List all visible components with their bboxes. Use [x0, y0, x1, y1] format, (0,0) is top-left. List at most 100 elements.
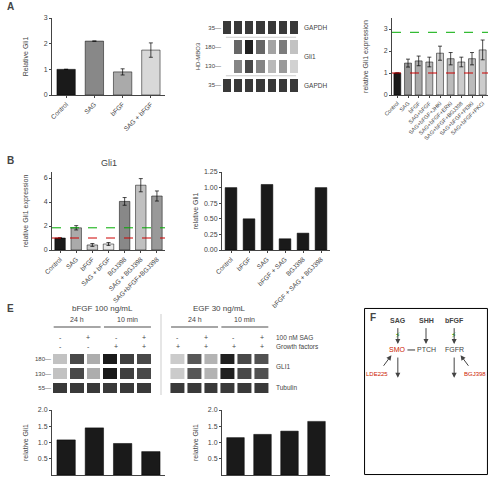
- svg-text:+: +: [232, 343, 236, 350]
- svg-text:+: +: [114, 343, 118, 350]
- svg-text:Control: Control: [383, 100, 400, 117]
- svg-text:0: 0: [44, 246, 48, 253]
- svg-text:0.75: 0.75: [204, 200, 218, 207]
- svg-text:bFGF 100 ng/mL: bFGF 100 ng/mL: [72, 304, 133, 313]
- svg-text:EGF 30 ng/mL: EGF 30 ng/mL: [193, 304, 246, 313]
- svg-text:+: +: [204, 334, 208, 341]
- svg-text:FGFR: FGFR: [445, 346, 464, 353]
- svg-text:130—: 130—: [35, 371, 51, 377]
- svg-text:bFGF: bFGF: [407, 100, 422, 115]
- svg-text:SAG+bFGF: SAG+bFGF: [407, 100, 432, 125]
- svg-text:relative Gli1: relative Gli1: [192, 192, 199, 229]
- svg-text:⚡: ⚡: [451, 331, 457, 340]
- svg-text:+: +: [86, 334, 90, 341]
- svg-text:B: B: [7, 155, 14, 166]
- svg-text:1.25: 1.25: [204, 168, 218, 175]
- svg-text:+: +: [260, 334, 264, 341]
- svg-text:SAG+bFGF+BGJ398: SAG+bFGF+BGJ398: [112, 255, 161, 304]
- svg-text:Control: Control: [43, 255, 63, 275]
- svg-text:bFGF: bFGF: [445, 317, 464, 324]
- svg-text:35—: 35—: [208, 25, 221, 31]
- svg-text:Control: Control: [49, 100, 69, 120]
- svg-text:PTCH: PTCH: [417, 346, 436, 353]
- svg-text:4: 4: [44, 198, 48, 205]
- svg-text:6: 6: [44, 174, 48, 181]
- svg-text:SAG: SAG: [390, 317, 406, 324]
- svg-text:SAG + BGJ398: SAG + BGJ398: [107, 255, 144, 292]
- svg-text:SAG+bFGF+JHKi: SAG+bFGF+JHKi: [407, 100, 442, 135]
- svg-text:A: A: [7, 1, 14, 12]
- svg-text:LDE225: LDE225: [366, 371, 388, 377]
- svg-text:+: +: [142, 343, 146, 350]
- svg-text:-: -: [59, 334, 62, 341]
- svg-text:bFGF: bFGF: [109, 101, 126, 118]
- svg-text:100 nM SAG: 100 nM SAG: [276, 334, 313, 341]
- svg-text:3: 3: [384, 25, 388, 32]
- svg-text:10 min: 10 min: [117, 316, 138, 323]
- svg-text:+: +: [176, 343, 180, 350]
- svg-text:1: 1: [384, 69, 388, 76]
- svg-text:Control: Control: [214, 255, 234, 275]
- svg-text:2.0: 2.0: [38, 406, 48, 413]
- svg-text:+: +: [204, 343, 208, 350]
- svg-text:SAG + bFGF: SAG + bFGF: [122, 101, 154, 133]
- svg-text:F: F: [370, 312, 376, 323]
- svg-text:BGJ398: BGJ398: [464, 371, 486, 377]
- svg-text:3: 3: [44, 14, 48, 21]
- svg-text:1.00: 1.00: [204, 184, 218, 191]
- svg-text:⚡: ⚡: [395, 331, 401, 340]
- svg-text:Tubulin: Tubulin: [276, 384, 297, 391]
- svg-text:180—: 180—: [35, 356, 51, 362]
- svg-text:0.5: 0.5: [208, 455, 218, 462]
- svg-text:Gli1: Gli1: [101, 158, 117, 168]
- svg-text:-: -: [115, 334, 118, 341]
- svg-text:+: +: [142, 334, 146, 341]
- svg-text:bFGF + SAG: bFGF + SAG: [256, 256, 288, 288]
- svg-text:2.0: 2.0: [208, 406, 218, 413]
- svg-text:SAG+bFGF+PI3Ki: SAG+bFGF+PI3Ki: [438, 100, 474, 136]
- svg-text:Gli1: Gli1: [304, 53, 316, 60]
- svg-text:SAG: SAG: [83, 101, 98, 116]
- svg-text:0: 0: [384, 91, 388, 98]
- svg-text:1.5: 1.5: [208, 423, 218, 430]
- svg-text:-: -: [232, 334, 235, 341]
- svg-text:HD-MBO3: HD-MBO3: [195, 42, 201, 70]
- svg-text:24 h: 24 h: [70, 316, 84, 323]
- svg-text:SAG: SAG: [65, 256, 80, 271]
- svg-text:130—: 130—: [205, 63, 221, 69]
- svg-text:relative Gli1 expression: relative Gli1 expression: [362, 20, 370, 93]
- svg-text:SAG+bFGF+BGJ398: SAG+bFGF+BGJ398: [423, 100, 464, 141]
- svg-text:E: E: [7, 303, 14, 314]
- svg-text:SMO: SMO: [389, 346, 406, 353]
- svg-text:-: -: [59, 343, 62, 350]
- svg-text:SAG+bFGF+PKCi: SAG+bFGF+PKCi: [450, 100, 486, 136]
- svg-text:10 min: 10 min: [234, 316, 255, 323]
- svg-text:relative Gli1 expression: relative Gli1 expression: [22, 175, 30, 248]
- svg-text:bFGF: bFGF: [235, 256, 252, 273]
- svg-text:2: 2: [384, 47, 388, 54]
- svg-text:55—: 55—: [38, 385, 51, 391]
- svg-text:GAPDH: GAPDH: [304, 24, 327, 31]
- svg-text:BGJ398: BGJ398: [106, 255, 128, 277]
- svg-text:-: -: [176, 334, 179, 341]
- svg-text:SHH: SHH: [419, 317, 434, 324]
- svg-text:1.5: 1.5: [38, 423, 48, 430]
- svg-text:relative Gli1: relative Gli1: [192, 424, 199, 461]
- svg-text:+: +: [260, 343, 264, 350]
- svg-text:180—: 180—: [205, 44, 221, 50]
- svg-text:SAG: SAG: [255, 256, 270, 271]
- svg-text:0.50: 0.50: [204, 215, 218, 222]
- svg-text:GAPDH: GAPDH: [304, 82, 327, 89]
- svg-text:1.0: 1.0: [38, 439, 48, 446]
- svg-text:1: 1: [44, 66, 48, 73]
- svg-text:0.25: 0.25: [204, 231, 218, 238]
- svg-text:bFGF: bFGF: [79, 256, 96, 273]
- svg-text:2: 2: [44, 40, 48, 47]
- svg-text:2: 2: [44, 222, 48, 229]
- svg-text:-: -: [87, 343, 90, 350]
- svg-text:24 h: 24 h: [188, 316, 202, 323]
- svg-text:relative Gli1: relative Gli1: [22, 424, 29, 461]
- svg-text:SAG+bFGF+ERKi: SAG+bFGF+ERKi: [418, 100, 454, 136]
- svg-text:GLI1: GLI1: [276, 363, 290, 370]
- svg-text:1.0: 1.0: [208, 439, 218, 446]
